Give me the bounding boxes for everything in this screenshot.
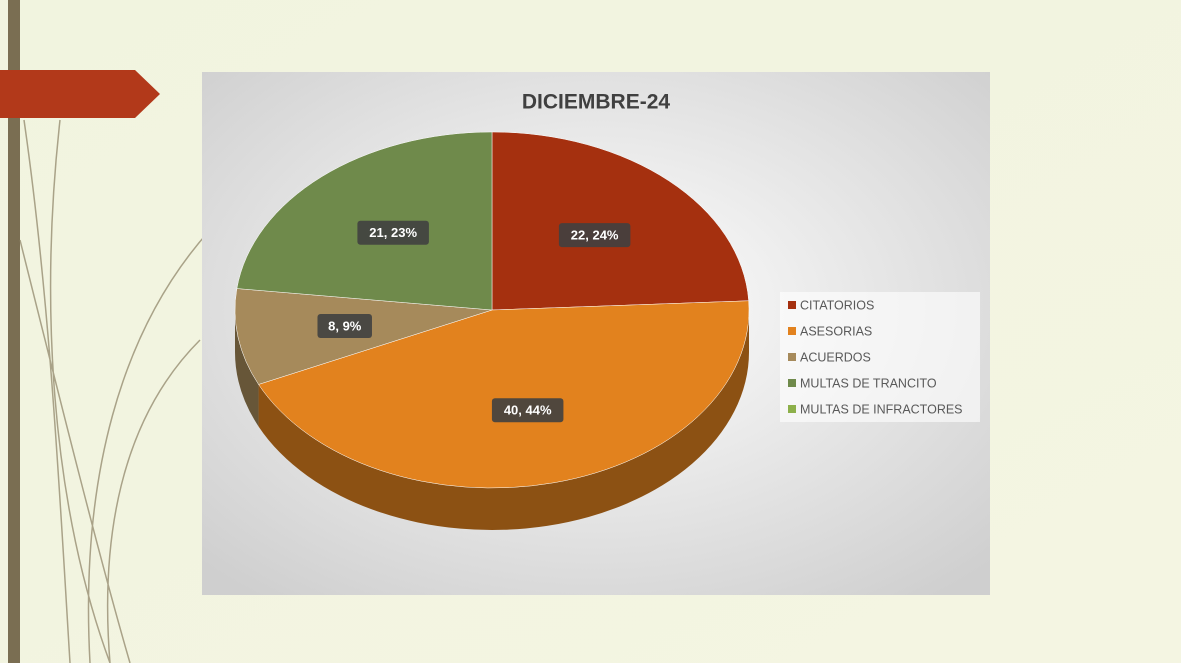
legend-label: CITATORIOS (800, 298, 874, 312)
legend-label: ASESORIAS (800, 324, 872, 338)
legend-label: ACUERDOS (800, 350, 871, 364)
legend-swatch (788, 353, 796, 361)
pie-tops (234, 131, 750, 489)
data-label: 40, 44% (504, 403, 552, 418)
data-label: 22, 24% (571, 228, 619, 243)
data-label: 21, 23% (369, 225, 417, 240)
pie-slice (258, 300, 750, 489)
data-label-box (491, 398, 564, 423)
decor-curves (19, 119, 211, 663)
legend-swatch (788, 379, 796, 387)
chart-title: DICIEMBRE-24 (522, 91, 671, 114)
data-label: 8, 9% (328, 318, 362, 333)
data-label-box (558, 223, 631, 248)
pie-slice-side (258, 310, 749, 531)
legend: CITATORIOS ASESORIAS ACUERDOS MULTAS DE TRA… (788, 298, 963, 416)
legend-box (780, 292, 980, 422)
legend-label: MULTAS DE INFRACTORES (800, 402, 963, 416)
data-labels: 22, 24% 40, 44% 8, 9% 21, 23% (317, 220, 631, 423)
pie-slice-side (235, 310, 259, 427)
legend-swatch (788, 301, 796, 309)
data-label-box (357, 220, 429, 245)
arrow-decor (0, 70, 160, 118)
legend-swatch (788, 327, 796, 335)
legend-label: MULTAS DE TRANCITO (800, 376, 937, 390)
data-label-box (317, 313, 372, 338)
pie-sides (235, 310, 749, 531)
pie-slice (491, 131, 749, 311)
left-bar (8, 0, 20, 663)
legend-swatch (788, 405, 796, 413)
